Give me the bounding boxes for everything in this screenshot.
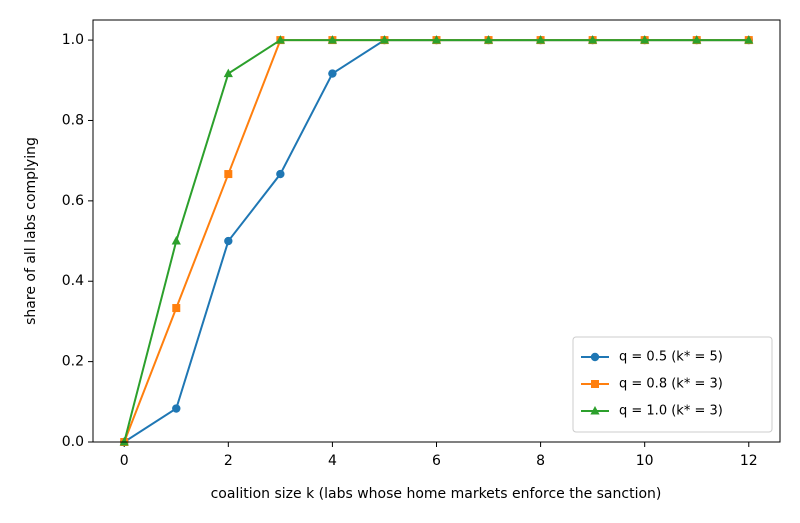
marker: [640, 35, 650, 44]
marker: [171, 236, 181, 245]
marker: [224, 170, 233, 179]
x-tick-label: 4: [328, 453, 337, 469]
marker: [119, 437, 129, 446]
marker: [223, 68, 233, 78]
plot-frame: [92, 19, 781, 443]
marker: [692, 35, 702, 44]
marker: [744, 35, 754, 44]
marker: [327, 35, 338, 44]
legend-label: q = 0.8 (k* = 3): [619, 377, 723, 392]
marker: [591, 380, 599, 388]
y-tick-label: 0.4: [62, 273, 84, 289]
marker: [588, 35, 598, 44]
legend-box: [572, 336, 773, 433]
x-tick-label: 0: [120, 453, 129, 469]
y-tick-label: 0.8: [62, 112, 84, 128]
marker: [224, 236, 233, 246]
marker: [590, 406, 600, 415]
marker: [379, 35, 390, 44]
x-tick-label: 6: [432, 453, 441, 469]
y-tick-label: 0.0: [62, 434, 84, 450]
y-axis-label: share of all labs complying: [23, 137, 39, 325]
marker: [483, 35, 494, 44]
x-axis-label: coalition size k (labs whose home market…: [211, 486, 662, 502]
marker: [590, 352, 600, 362]
x-tick-label: 2: [224, 453, 233, 469]
y-tick-label: 1.0: [62, 32, 84, 48]
legend-label: q = 1.0 (k* = 3): [619, 404, 723, 419]
legend-label: q = 0.5 (k* = 5): [619, 350, 723, 365]
x-tick-label: 10: [636, 453, 654, 469]
marker: [275, 35, 285, 44]
x-tick-label: 8: [536, 453, 545, 469]
marker: [276, 169, 285, 179]
y-tick-label: 0.2: [62, 354, 84, 370]
legend: q = 0.5 (k* = 5) q = 0.8 (k* = 3) q = 1.0 …: [572, 336, 773, 433]
marker: [328, 69, 337, 78]
x-tick-label: 12: [740, 453, 758, 469]
y-tick-label: 0.6: [62, 193, 84, 209]
marker: [172, 404, 181, 413]
marker: [535, 35, 546, 44]
marker: [431, 35, 442, 44]
marker: [172, 304, 181, 313]
